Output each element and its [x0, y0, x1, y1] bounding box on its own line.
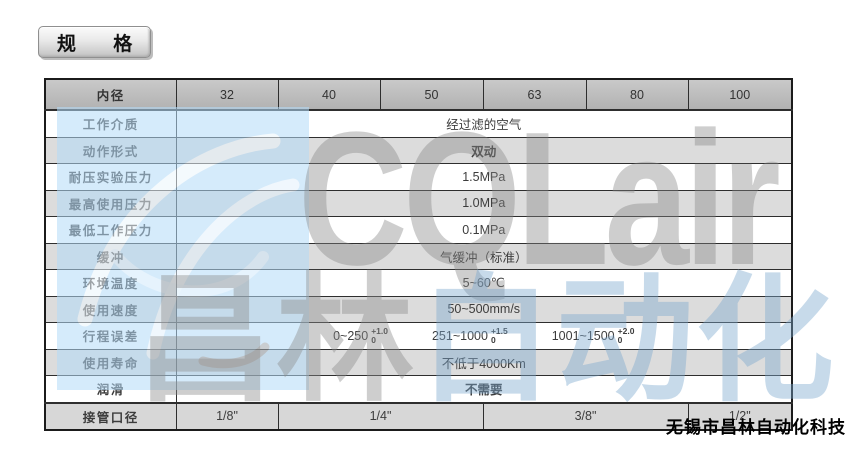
section-title: 规 格: [57, 33, 149, 55]
tolerance-group: 0~250 +1.0 0 251~1000 +1.5 0 1001~1500: [177, 325, 792, 345]
tolerance-limits: +2.0 0: [617, 325, 635, 345]
tolerance-range: 251~1000: [431, 328, 488, 343]
row-value: 经过滤的空气: [175, 109, 793, 138]
tolerance-item: 0~250 +1.0 0: [333, 325, 388, 345]
spec-table: 内径 32 40 50 63 80 100 工作介质 经过滤的空气 动作形式 双…: [44, 78, 793, 431]
row-value: 1.5MPa: [175, 163, 793, 191]
row-label: 接管口径: [44, 401, 177, 431]
table-row-min-pressure: 最低工作压力 0.1MPa: [44, 216, 793, 244]
table-row-action-type: 动作形式 双动: [44, 136, 793, 164]
tolerance-item: 251~1000 +1.5 0: [431, 325, 508, 345]
row-label: 缓冲: [44, 242, 177, 270]
table-row-medium: 工作介质 经过滤的空气: [44, 109, 793, 138]
table-row-ambient-temp: 环境温度 5~60℃: [44, 269, 793, 297]
port-size-cell: 1/8": [175, 401, 279, 431]
company-name: 无锡市昌林自动化科技: [666, 418, 846, 437]
row-label: 环境温度: [44, 269, 177, 297]
row-value: 气缓冲（标准）: [175, 242, 793, 270]
row-label: 耐压实验压力: [44, 163, 177, 191]
section-title-badge: 规 格: [38, 26, 152, 58]
port-size-cell: 1/4": [277, 401, 484, 431]
header-col: 40: [277, 78, 381, 111]
table-row-cushion: 缓冲 气缓冲（标准）: [44, 242, 793, 270]
table-row-proof-pressure: 耐压实验压力 1.5MPa: [44, 163, 793, 191]
tolerance-item: 1001~1500 +2.0 0: [551, 325, 635, 345]
row-label: 最高使用压力: [44, 189, 177, 217]
port-size-cell: 3/8": [482, 401, 689, 431]
tolerance-range: 1001~1500: [551, 328, 615, 343]
row-value: 5~60℃: [175, 269, 793, 297]
table-row-port-size: 接管口径 1/8" 1/4" 3/8" 1/2": [44, 401, 793, 431]
table-row-lubrication: 润滑 不需要: [44, 375, 793, 403]
header-col: 50: [379, 78, 484, 111]
row-label: 动作形式: [44, 136, 177, 164]
port-size-cell: 1/2": [687, 401, 793, 431]
header-col: 100: [687, 78, 793, 111]
row-value: 1.0MPa: [175, 189, 793, 217]
row-label: 行程误差: [44, 322, 177, 350]
table-row-speed: 使用速度 50~500mm/s: [44, 295, 793, 323]
table-row-max-pressure: 最高使用压力 1.0MPa: [44, 189, 793, 217]
header-label-bore: 内径: [44, 78, 177, 111]
row-label: 润滑: [44, 375, 177, 403]
row-value: 50~500mm/s: [175, 295, 793, 323]
tolerance-range: 0~250: [333, 328, 369, 343]
row-label: 使用寿命: [44, 348, 177, 376]
tolerance-limits: +1.0 0: [371, 325, 388, 345]
row-label: 最低工作压力: [44, 216, 177, 244]
tolerance-limits: +1.5 0: [490, 325, 508, 345]
row-label: 工作介质: [44, 109, 177, 138]
row-value: 不需要: [175, 375, 793, 403]
row-value: 0.1MPa: [175, 216, 793, 244]
header-col: 63: [482, 78, 587, 111]
table-header-row: 内径 32 40 50 63 80 100: [44, 78, 793, 111]
header-col: 80: [585, 78, 689, 111]
row-value: 双动: [175, 136, 793, 164]
row-label: 使用速度: [44, 295, 177, 323]
row-value: 不低于4000Km: [175, 348, 793, 376]
table-row-stroke-tolerance: 行程误差 0~250 +1.0 0 251~1000 +1.5 0: [44, 322, 793, 350]
row-value: 0~250 +1.0 0 251~1000 +1.5 0 1001~1500: [175, 322, 793, 350]
table-row-service-life: 使用寿命 不低于4000Km: [44, 348, 793, 376]
header-col: 32: [175, 78, 279, 111]
